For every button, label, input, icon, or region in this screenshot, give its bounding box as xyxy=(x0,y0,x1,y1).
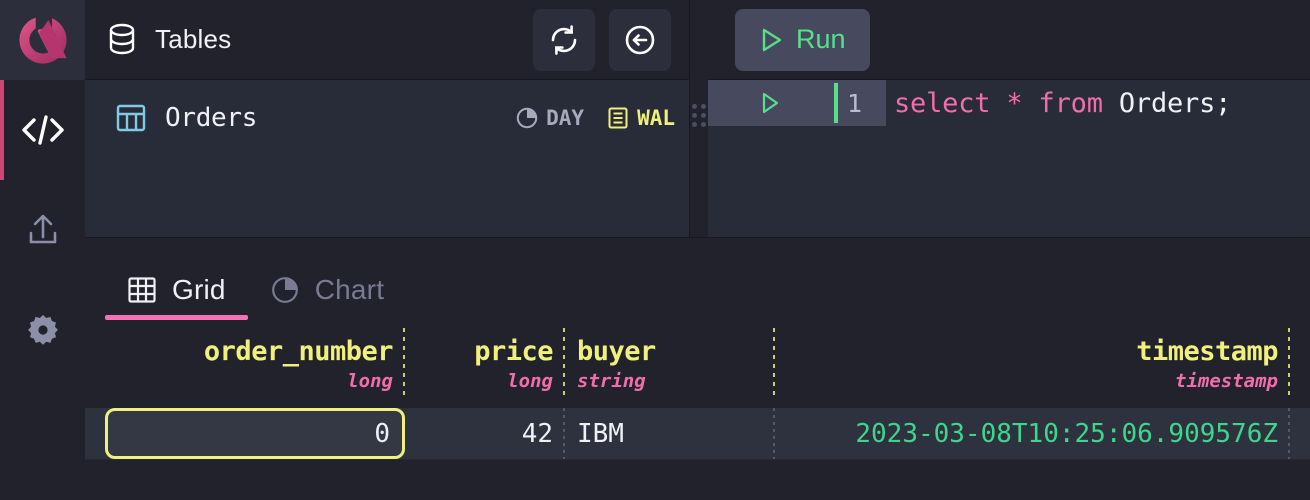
grid-icon xyxy=(127,275,157,305)
gear-icon xyxy=(26,313,60,347)
wal-label: WAL xyxy=(637,106,675,130)
cell-value: 2023-03-08T10:25:06.909576Z xyxy=(855,418,1278,449)
cell-timestamp[interactable]: 2023-03-08T10:25:06.909576Z xyxy=(775,408,1290,459)
sidebar-item-console[interactable] xyxy=(0,80,85,180)
sql-operator-star: * xyxy=(1006,87,1023,119)
tables-panel-header: Tables xyxy=(85,0,689,80)
pie-chart-icon xyxy=(270,275,300,305)
panel-resize-handle[interactable] xyxy=(690,0,708,237)
questdb-logo-icon xyxy=(18,14,67,64)
sidebar-item-import[interactable] xyxy=(0,180,85,280)
cell-buyer[interactable]: IBM xyxy=(565,408,775,459)
column-name: buyer xyxy=(577,336,656,367)
top-split: Tables xyxy=(85,0,1310,238)
upload-icon xyxy=(26,213,60,247)
editor-toolbar: Run xyxy=(708,0,1310,80)
code-icon xyxy=(21,113,65,147)
text-cursor xyxy=(834,83,838,123)
tab-chart-label: Chart xyxy=(314,274,385,305)
column-type: timestamp xyxy=(1175,370,1278,392)
sidebar-item-settings[interactable] xyxy=(0,280,85,380)
line-number: 1 xyxy=(846,88,862,118)
tab-chart[interactable]: Chart xyxy=(248,274,406,320)
partition-label: DAY xyxy=(546,106,585,130)
code-text[interactable]: select * from Orders; xyxy=(886,88,1231,119)
app-logo[interactable] xyxy=(0,0,85,80)
table-grid-icon xyxy=(115,102,147,134)
code-line[interactable]: 1 select * from Orders; xyxy=(708,80,1310,126)
sidebar xyxy=(0,0,85,500)
table-row[interactable]: 0 42 IBM 2023-03-08T10:25:06.909576Z xyxy=(85,408,1310,460)
table-list-item-orders[interactable]: Orders DAY xyxy=(85,80,689,156)
cell-value: IBM xyxy=(577,418,624,449)
tables-panel-body xyxy=(85,156,689,237)
drag-dots-icon xyxy=(692,104,706,127)
refresh-button[interactable] xyxy=(533,8,595,71)
result-grid: order_number long price long buyer strin… xyxy=(85,320,1310,500)
results-panel: Grid Chart order_number lo xyxy=(85,238,1310,500)
refresh-icon xyxy=(551,24,577,55)
column-type: long xyxy=(347,370,393,392)
tab-grid[interactable]: Grid xyxy=(105,274,248,320)
tables-panel: Tables xyxy=(85,0,690,237)
cell-price[interactable]: 42 xyxy=(405,408,565,459)
cell-order_number[interactable]: 0 xyxy=(105,408,405,459)
sql-keyword-from: from xyxy=(1038,87,1103,119)
sql-editor-panel: Run 1 sel xyxy=(708,0,1310,237)
code-editor[interactable]: 1 select * from Orders; xyxy=(708,80,1310,237)
column-name: order_number xyxy=(203,336,394,367)
collapse-button[interactable] xyxy=(609,8,671,71)
results-tabs: Grid Chart xyxy=(85,238,1310,320)
editor-gutter[interactable]: 1 xyxy=(708,80,886,126)
sql-keyword-select: select xyxy=(894,87,991,119)
cell-value: 42 xyxy=(521,418,553,449)
column-header-price[interactable]: price long xyxy=(405,320,565,408)
column-name: timestamp xyxy=(1136,336,1278,367)
grid-header-row: order_number long price long buyer strin… xyxy=(85,320,1310,408)
run-line-icon[interactable] xyxy=(760,92,780,114)
pie-chart-icon xyxy=(516,107,538,129)
arrow-left-circle-icon xyxy=(625,25,655,54)
tables-panel-title: Tables xyxy=(155,24,232,54)
play-icon xyxy=(762,92,779,114)
column-header-buyer[interactable]: buyer string xyxy=(565,320,775,408)
column-type: string xyxy=(577,370,646,392)
cell-value: 0 xyxy=(374,418,390,449)
run-button[interactable]: Run xyxy=(735,8,870,71)
column-header-order_number[interactable]: order_number long xyxy=(105,320,405,408)
column-name: price xyxy=(474,336,553,367)
column-type: long xyxy=(507,370,553,392)
table-name-label: Orders xyxy=(165,103,258,133)
wal-badge: WAL xyxy=(606,106,675,130)
play-icon xyxy=(762,28,782,51)
tab-grid-label: Grid xyxy=(172,274,226,305)
column-header-timestamp[interactable]: timestamp timestamp xyxy=(775,320,1290,408)
list-icon xyxy=(608,107,628,129)
run-button-label: Run xyxy=(796,24,846,54)
main-area: Tables xyxy=(85,0,1310,500)
partition-badge: DAY xyxy=(515,106,584,130)
database-icon xyxy=(107,23,137,57)
sql-identifier-table: Orders; xyxy=(1118,87,1232,119)
